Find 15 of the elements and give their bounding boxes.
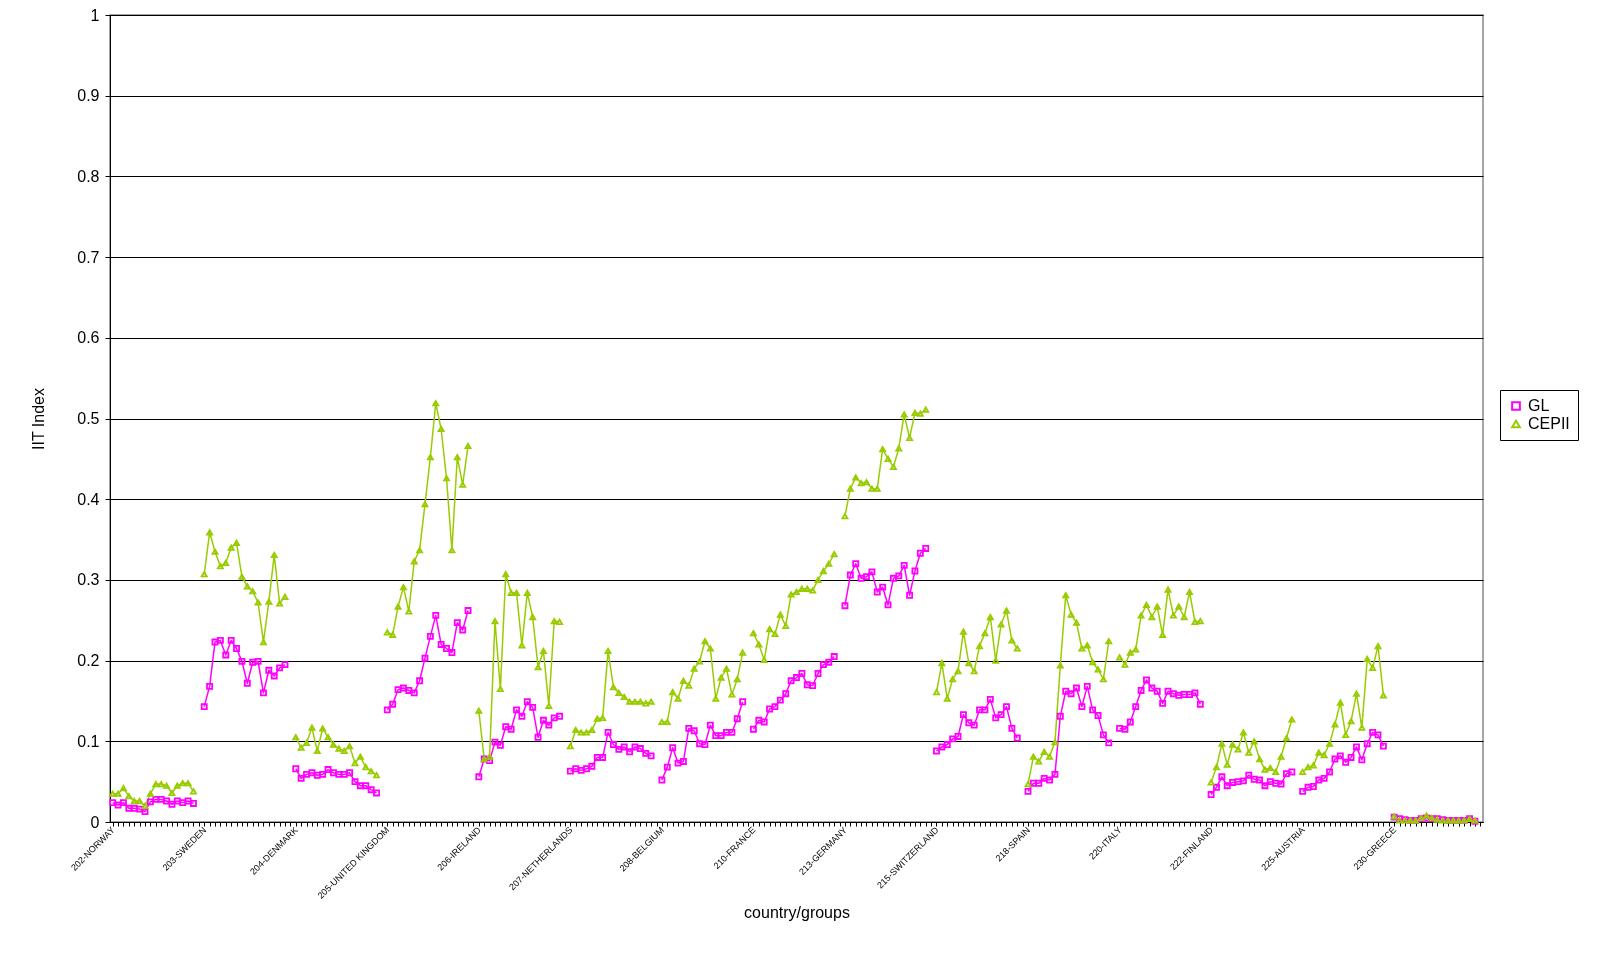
y-tick-label: 0.9	[77, 87, 100, 105]
y-tick-label: 0.1	[77, 732, 100, 750]
y-tick-label: 1	[90, 6, 100, 24]
y-tick-label: 0.5	[77, 410, 100, 427]
legend-label: GL	[1528, 397, 1550, 414]
y-axis-title: IIT Index	[30, 388, 48, 450]
y-tick-label: 0.6	[77, 329, 100, 347]
legend-label: CEPII	[1528, 415, 1570, 432]
x-axis-title: country/groups	[744, 903, 850, 921]
y-tick-label: 0.8	[77, 167, 100, 185]
y-tick-label: 0.7	[77, 248, 100, 266]
y-tick-label: 0	[90, 813, 100, 831]
y-tick-label: 0.4	[77, 490, 100, 508]
y-tick-label: 0.3	[77, 571, 100, 589]
y-tick-label: 0.2	[77, 652, 100, 670]
